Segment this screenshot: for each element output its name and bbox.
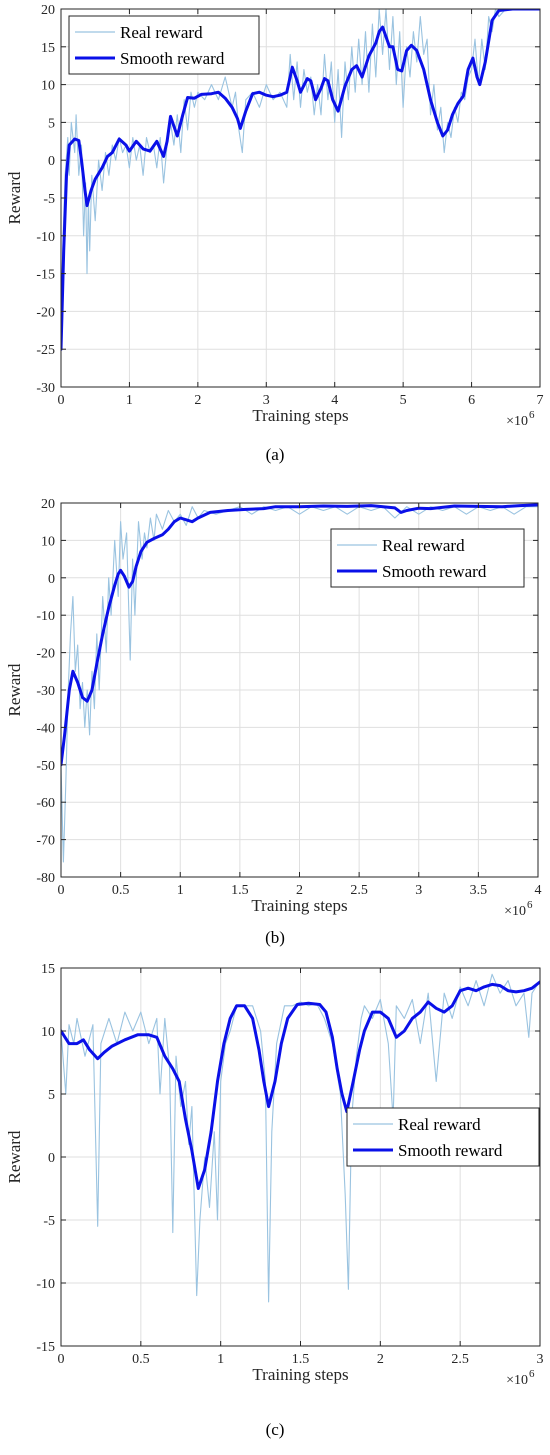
legend-label-real-reward: Real reward — [382, 536, 465, 555]
y-tick-label: 15 — [41, 41, 55, 56]
legend-label-smooth-reward: Smooth reward — [382, 562, 487, 581]
x-tick-label: 1 — [126, 393, 133, 408]
panel-caption: (c) — [266, 1420, 285, 1439]
y-tick-label: -5 — [43, 192, 55, 207]
y-tick-label: 10 — [41, 1025, 55, 1040]
series-real-reward-line — [61, 9, 540, 350]
y-tick-label: -5 — [43, 1214, 55, 1229]
x-tick-label: 3.5 — [470, 883, 488, 898]
x-multiplier-exponent: 6 — [527, 899, 533, 911]
legend-label-smooth-reward: Smooth reward — [120, 49, 225, 68]
x-tick-label: 0 — [58, 1352, 65, 1367]
y-tick-label: -30 — [36, 381, 55, 396]
x-tick-label: 2.5 — [451, 1352, 469, 1367]
legend-box — [330, 528, 525, 588]
x-axis-label: Training steps — [252, 406, 348, 425]
y-tick-label: 20 — [41, 3, 55, 18]
chart-b: 0 0.5 1 1.5 2 2.5 3 3.5 4 -80 -70 -60 -50 -40 -30 -20 -1… — [5, 497, 542, 947]
legend-box — [346, 1107, 540, 1167]
legend-label-real-reward: Real reward — [120, 23, 203, 42]
x-tick-label: 5 — [400, 393, 407, 408]
x-axis-label: Training steps — [251, 896, 347, 915]
legend-label-smooth-reward: Smooth reward — [398, 1141, 503, 1160]
y-axis-label: Reward — [5, 171, 24, 224]
y-tick-label: -30 — [36, 684, 55, 699]
y-tick-label: -25 — [36, 343, 55, 358]
x-multiplier-exponent: 6 — [529, 1368, 535, 1380]
x-tick-label: 3 — [263, 393, 270, 408]
y-tick-label: 5 — [48, 1088, 55, 1103]
x-tick-label: 2.5 — [350, 883, 368, 898]
chart-a: 0 1 2 3 4 5 6 7-30-25-20-15-10-505101520Trainin… — [5, 3, 544, 464]
panel-caption: (b) — [265, 928, 285, 947]
x-tick-label: 4 — [535, 883, 542, 898]
y-tick-label: 20 — [41, 497, 55, 512]
y-tick-label: -70 — [36, 834, 55, 849]
y-tick-label: -10 — [36, 230, 55, 245]
x-tick-label: 1.5 — [292, 1352, 310, 1367]
grid-lines — [60, 8, 541, 388]
x-multiplier-label: ×10 — [504, 904, 526, 919]
x-tick-label: 2 — [296, 883, 303, 898]
x-tick-label: 0 — [58, 393, 65, 408]
series-real-reward-line — [61, 973, 540, 1303]
legend: Real reward Smooth reward — [330, 528, 525, 588]
x-tick-label: 6 — [468, 393, 475, 408]
y-tick-label: -60 — [36, 796, 55, 811]
y-tick-label: -40 — [36, 721, 55, 736]
chart-c: 0 0.5 1 1.5 2 2.5 3 -15 -10 -5 0 5 10 15 Training step… — [5, 962, 544, 1439]
y-tick-label: -80 — [36, 871, 55, 886]
y-tick-label: -20 — [36, 305, 55, 320]
y-axis-label: Reward — [5, 1130, 24, 1183]
legend-box — [68, 15, 260, 75]
y-tick-label: 10 — [41, 79, 55, 94]
y-tick-label: 5 — [48, 116, 55, 131]
series-smooth-reward-line — [61, 980, 540, 1190]
series-real-reward-line — [61, 506, 538, 863]
series-smooth-reward-line — [61, 9, 540, 351]
x-tick-label: 1.5 — [231, 883, 249, 898]
legend: Real reward Smooth reward — [68, 15, 260, 75]
y-tick-label: 10 — [41, 534, 55, 549]
x-tick-label: 7 — [537, 393, 544, 408]
y-tick-label: 0 — [48, 1151, 55, 1166]
x-multiplier-label: ×10 — [506, 414, 528, 429]
y-tick-label: -10 — [36, 609, 55, 624]
x-multiplier-label: ×10 — [506, 1373, 528, 1388]
panel-caption: (a) — [266, 445, 285, 464]
y-tick-label: 0 — [48, 572, 55, 587]
x-tick-label: 0 — [58, 883, 65, 898]
y-tick-label: -20 — [36, 647, 55, 662]
x-tick-label: 3 — [415, 883, 422, 898]
y-tick-label: 15 — [41, 962, 55, 977]
legend-label-real-reward: Real reward — [398, 1115, 481, 1134]
series-smooth-reward-line — [61, 503, 538, 767]
x-tick-label: 2 — [194, 393, 201, 408]
x-tick-label: 0.5 — [112, 883, 130, 898]
x-tick-label: 4 — [331, 393, 338, 408]
y-tick-label: -15 — [36, 1340, 55, 1355]
x-tick-label: 2 — [377, 1352, 384, 1367]
y-tick-label: -15 — [36, 268, 55, 283]
x-tick-label: 3 — [537, 1352, 544, 1367]
legend: Real reward Smooth reward — [346, 1107, 540, 1167]
y-axis-label: Reward — [5, 663, 24, 716]
x-tick-label: 1 — [177, 883, 184, 898]
y-tick-label: -10 — [36, 1277, 55, 1292]
x-multiplier-exponent: 6 — [529, 409, 535, 421]
x-tick-label: 1 — [217, 1352, 224, 1367]
x-tick-label: 0.5 — [132, 1352, 150, 1367]
y-tick-label: -50 — [36, 759, 55, 774]
y-tick-label: 0 — [48, 154, 55, 169]
x-axis-label: Training steps — [252, 1365, 348, 1384]
